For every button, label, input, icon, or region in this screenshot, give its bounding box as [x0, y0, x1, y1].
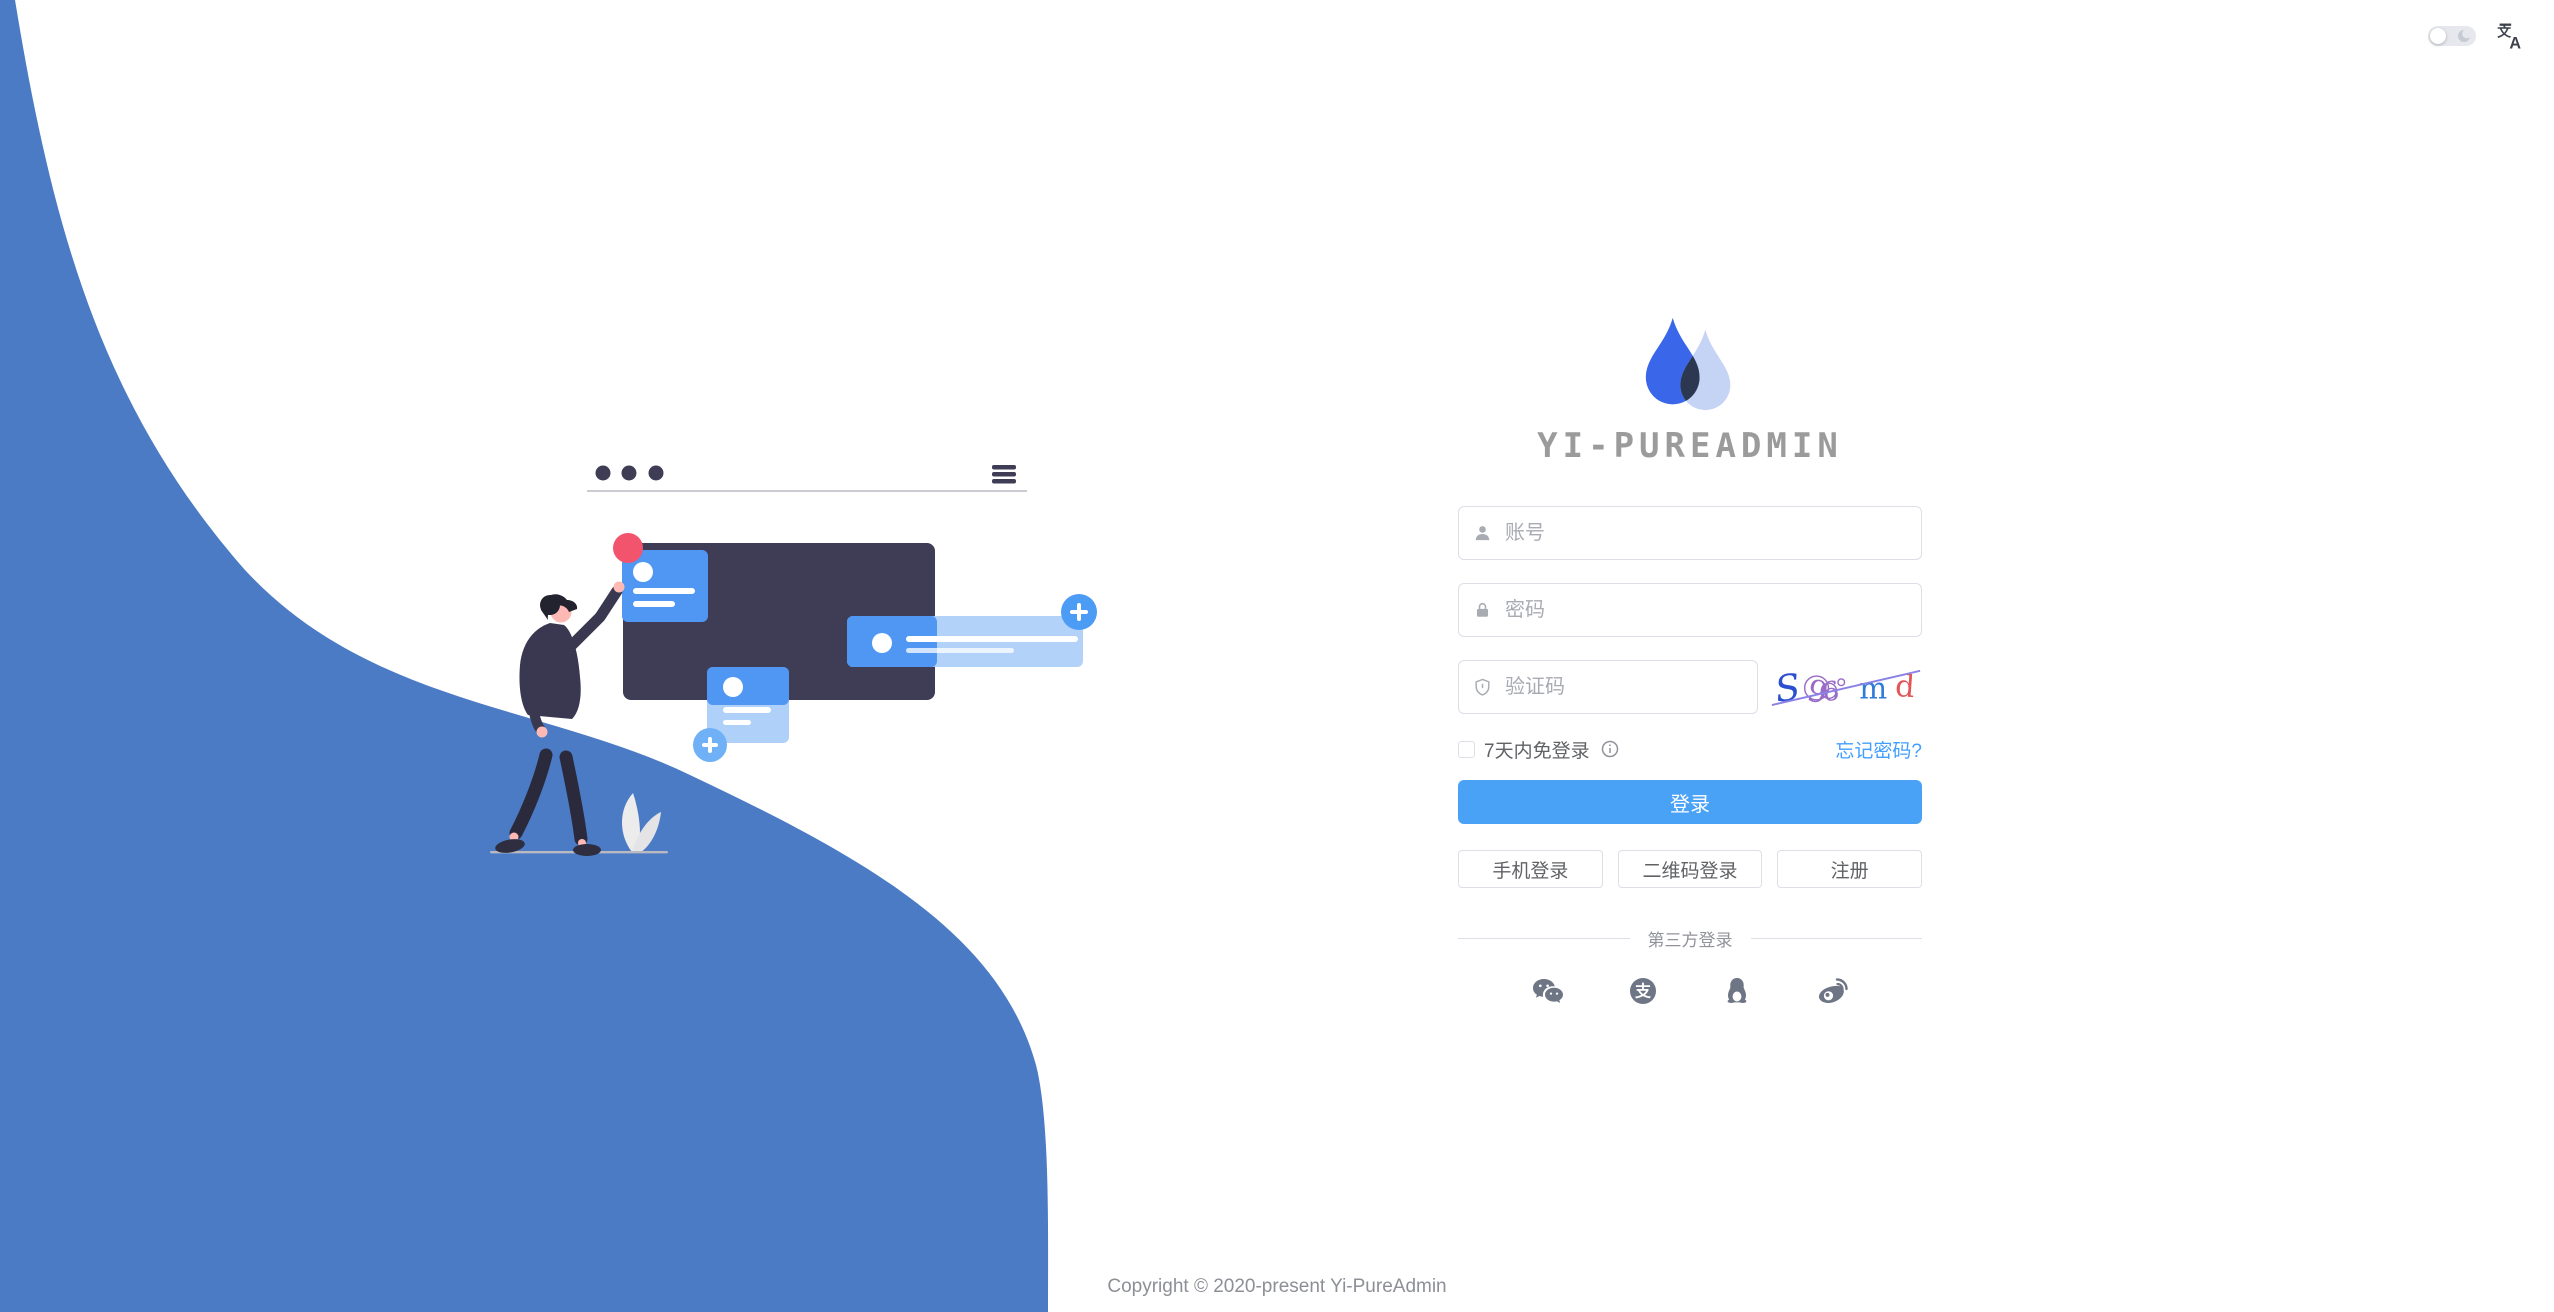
social-login-row: 支 — [1458, 975, 1922, 1007]
plus-button-bottom — [693, 728, 727, 762]
post-bar-right — [847, 594, 1097, 667]
alt-login-row: 手机登录 二维码登录 注册 — [1458, 850, 1923, 888]
remember-checkbox[interactable] — [1458, 740, 1475, 758]
login-form: S 9 6 m d 7天内免登录 — [1458, 506, 1923, 1007]
plant — [621, 793, 661, 852]
svg-text:d: d — [1894, 669, 1916, 705]
captcha-field-wrap — [1458, 660, 1758, 714]
captcha-input[interactable] — [1458, 660, 1758, 714]
person-illustration — [495, 581, 625, 856]
username-input[interactable] — [1458, 506, 1922, 560]
remember-checkbox-group[interactable]: 7天内免登录 — [1458, 736, 1619, 763]
svg-text:A: A — [2509, 35, 2521, 51]
copyright: Copyright © 2020-present Yi-PureAdmin — [1107, 1276, 1447, 1297]
divider-line-right — [1750, 938, 1922, 939]
page-title: YI-PUREADMIN — [1537, 426, 1843, 466]
hero-illustration — [490, 465, 1097, 856]
divider-line-left — [1458, 938, 1630, 939]
captcha-image[interactable]: S 9 6 m d — [1770, 661, 1922, 713]
password-field-wrap — [1458, 583, 1922, 637]
remember-label: 7天内免登录 — [1484, 740, 1590, 762]
info-icon[interactable] — [1601, 740, 1619, 758]
options-row: 7天内免登录 忘记密码? — [1458, 736, 1922, 762]
password-input[interactable] — [1458, 583, 1922, 637]
shield-icon — [1473, 678, 1492, 697]
svg-text:m: m — [1859, 671, 1887, 705]
captcha-row: S 9 6 m d — [1458, 660, 1922, 714]
qrcode-login-button[interactable]: 二维码登录 — [1617, 850, 1763, 888]
notification-dot — [613, 533, 643, 563]
phone-login-button[interactable]: 手机登录 — [1458, 850, 1603, 888]
login-button[interactable]: 登录 — [1458, 780, 1922, 824]
menu-icon — [992, 465, 1016, 484]
weibo-icon[interactable] — [1815, 975, 1849, 1007]
login-panel: YI-PUREADMIN — [1458, 316, 1923, 1007]
post-card-middle — [693, 667, 789, 762]
alipay-icon[interactable]: 支 — [1627, 975, 1659, 1007]
qq-icon[interactable] — [1721, 975, 1753, 1007]
plus-button-right — [1061, 594, 1097, 630]
third-party-divider: 第三方登录 — [1458, 926, 1922, 951]
register-button[interactable]: 注册 — [1777, 850, 1923, 888]
svg-text:文: 文 — [2497, 24, 2511, 40]
lock-icon — [1473, 601, 1492, 620]
moon-icon — [2458, 29, 2471, 42]
wechat-icon[interactable] — [1531, 975, 1565, 1007]
topbar-controls: 文 A — [2428, 20, 2526, 52]
forgot-password-link[interactable]: 忘记密码? — [1835, 740, 1922, 762]
svg-text:支: 支 — [1634, 982, 1652, 1001]
username-field-wrap — [1458, 506, 1922, 560]
translate-icon[interactable]: 文 A — [2494, 20, 2526, 52]
theme-toggle[interactable] — [2428, 26, 2476, 46]
user-icon — [1473, 524, 1492, 543]
browser-window — [587, 465, 1027, 492]
toggle-knob — [2430, 28, 2446, 44]
post-card-top — [613, 533, 708, 622]
water-drop-logo — [1458, 316, 1922, 412]
divider-label: 第三方登录 — [1647, 931, 1733, 950]
